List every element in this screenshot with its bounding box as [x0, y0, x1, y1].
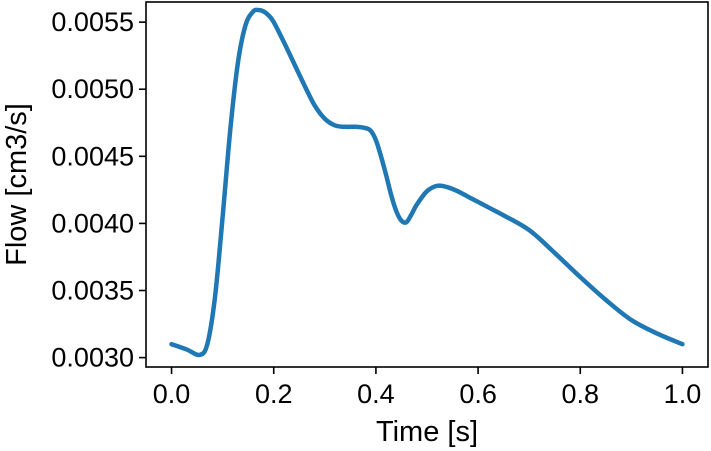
x-tick-label: 0.6 — [459, 379, 497, 409]
y-tick-label: 0.0040 — [51, 208, 134, 238]
x-tick-label: 0.8 — [561, 379, 599, 409]
series-layer — [169, 7, 685, 358]
plot-frame — [145, 1, 709, 368]
y-tick-label: 0.0045 — [51, 141, 134, 171]
x-tick-label: 0.4 — [357, 379, 395, 409]
y-axis-label: Flow [cm3/s] — [1, 103, 33, 266]
y-tick-label: 0.0035 — [51, 276, 134, 306]
y-tick-label: 0.0050 — [51, 74, 134, 104]
series-line-flow — [169, 7, 685, 358]
x-tick-label: 0.2 — [255, 379, 293, 409]
y-axis-ticks: 0.0030 0.0035 0.0040 0.0045 0.0050 0.0055 — [51, 7, 146, 373]
x-tick-label: 0.0 — [153, 379, 191, 409]
y-tick-label: 0.0055 — [51, 7, 134, 37]
x-tick-label: 1.0 — [664, 379, 702, 409]
x-axis-ticks: 0.0 0.2 0.4 0.6 0.8 1.0 — [153, 367, 701, 409]
x-axis-label: Time [s] — [376, 416, 478, 448]
y-tick-label: 0.0030 — [51, 343, 134, 373]
